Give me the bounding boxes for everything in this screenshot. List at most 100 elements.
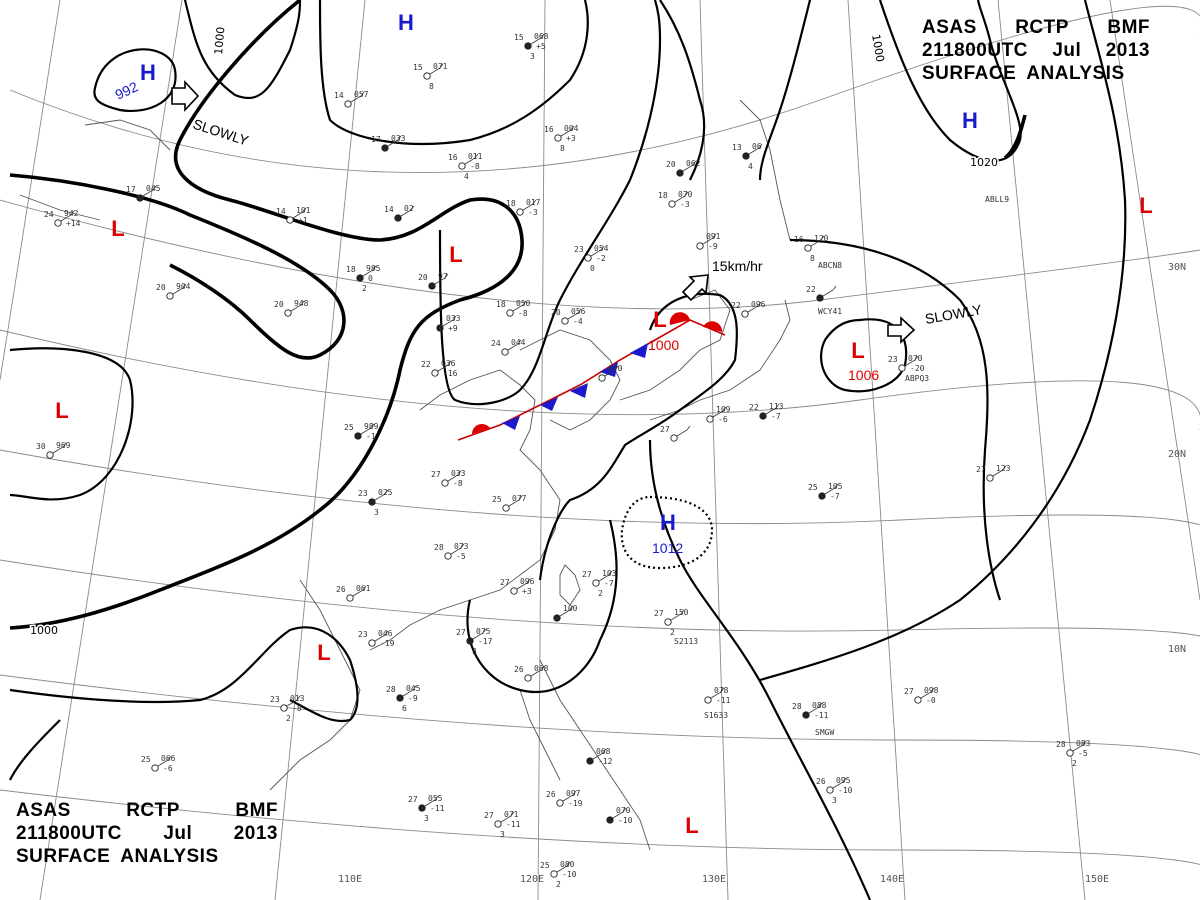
chart-title-top: ASAS RCTP BMF 211800UTC Jul 2013 SURFACE ANALYS… [922, 16, 1150, 85]
low-pressure-center: L [111, 216, 124, 241]
station-extra: 8 [560, 144, 565, 153]
cold-front-triangle [540, 397, 558, 411]
station-extra: 6 [402, 704, 407, 713]
pressure-center-value: 1012 [652, 540, 683, 556]
wind-barb-icon [562, 790, 577, 802]
station-pressure: 062 [686, 159, 701, 168]
wind-barb-icon [676, 425, 691, 437]
wind-barb-icon [674, 191, 689, 203]
station-tendency: -8 [453, 479, 463, 488]
station-plot: 28 073-5 [434, 542, 469, 561]
station-circle-icon [368, 498, 376, 506]
station-temperature: 27 [431, 470, 441, 479]
station-tendency: -11 [716, 696, 731, 705]
station-extra: 4 [464, 172, 469, 181]
station-extra: 2 [286, 714, 291, 723]
station-plot: 26 097-19 [546, 789, 583, 808]
station-circle-icon [1066, 749, 1074, 757]
station-plot: 27 [660, 425, 691, 442]
title-word: ASAS [922, 17, 977, 38]
warm-front-semicircle [703, 321, 723, 332]
stationary-front [457, 312, 726, 441]
station-circle-icon [458, 162, 466, 170]
station-tendency: -11 [506, 820, 521, 829]
title-line: 211800UTC Jul 2013 [922, 39, 1150, 62]
station-extra: 3 [500, 830, 505, 839]
station-tendency: -9 [708, 242, 718, 251]
station-tendency: -10 [562, 870, 577, 879]
station-plot: 23 070-20 [888, 354, 925, 373]
station-plot: 28 083-52 [1056, 739, 1091, 768]
station-plot: 20 948 [274, 299, 309, 317]
cold-front-triangle [600, 362, 618, 377]
station-tendency: -20 [910, 364, 925, 373]
wind-barb-icon [464, 153, 479, 165]
longitude-label: 110E [338, 874, 362, 885]
longitude-label: 130E [702, 874, 726, 885]
station-extra: 0 [590, 264, 595, 273]
station-circle-icon [816, 294, 824, 302]
station-pressure: 103 [602, 569, 617, 578]
station-tendency: -6 [163, 764, 173, 773]
station-pressure: 056 [571, 307, 586, 316]
station-extra: 3 [424, 814, 429, 823]
station-temperature: 22 [806, 285, 816, 294]
pressure-center-value: 1000 [648, 337, 679, 353]
title-word: SURFACE [922, 63, 1017, 84]
station-pressure: 969 [56, 441, 71, 450]
station-extra: 2 [556, 880, 561, 889]
title-line: ASAS RCTP BMF [922, 16, 1150, 39]
station-pressure: 004 [564, 124, 579, 133]
station-tendency: -3 [528, 208, 538, 217]
station-pressure: 046 [378, 629, 393, 638]
station-temperature: 15 [413, 63, 423, 72]
title-word: ASAS [16, 800, 71, 821]
station-circle-icon [394, 214, 402, 222]
title-word: BMF [235, 800, 278, 821]
station-pressure: 066 [161, 754, 176, 763]
station-circle-icon [804, 244, 812, 252]
station-plot: 18 050-8 [496, 299, 531, 318]
station-circle-icon [506, 309, 514, 317]
title-word: BMF [1107, 17, 1150, 38]
station-temperature: 20 [666, 160, 676, 169]
station-pressure: 045 [406, 684, 421, 693]
high-pressure-center: H [398, 10, 414, 35]
title-line: ASAS RCTP BMF [16, 799, 278, 822]
station-pressure: 045 [146, 184, 161, 193]
station-plot: 15 068+53 [514, 32, 549, 61]
station-tendency: -7 [830, 492, 840, 501]
station-tendency: +3 [522, 587, 532, 596]
title-line: SURFACE ANALYSIS [16, 845, 278, 868]
station-pressure: 06 [752, 142, 762, 151]
station-temperature: 27 [456, 628, 466, 637]
station-circle-icon [344, 100, 352, 108]
station-plot: 18 017-3 [506, 198, 541, 217]
station-plot: 091-9 [696, 232, 721, 251]
station-plot: 22 036-16 [421, 359, 458, 378]
wind-barb-icon [747, 301, 762, 313]
wind-barb-icon [508, 495, 523, 507]
station-plot: 27 123 [976, 464, 1011, 482]
wind-barb-icon [712, 406, 727, 418]
station-plot: 16 004+38 [544, 124, 579, 153]
station-circle-icon [431, 369, 439, 377]
station-temperature: 27 [654, 609, 664, 618]
station-circle-icon [436, 324, 444, 332]
station-tendency: +14 [66, 219, 81, 228]
station-temperature: 28 [792, 702, 802, 711]
station-circle-icon [418, 804, 426, 812]
station-pressure: 033 [391, 134, 406, 143]
wind-barb-icon [290, 300, 305, 312]
title-line: 211800UTC Jul 2013 [16, 822, 278, 845]
longitude-label: 120E [520, 874, 544, 885]
station-circle-icon [396, 694, 404, 702]
station-tendency: -12 [598, 757, 613, 766]
station-plot: 27 103-72 [582, 569, 617, 598]
station-temperature: 20 [418, 273, 428, 282]
station-plot: 070 [598, 364, 623, 382]
station-temperature: 27 [976, 465, 986, 474]
wind-barb-icon [60, 210, 75, 222]
station-tendency: -8 [518, 309, 528, 318]
station-plot: 26 095-103 [816, 776, 853, 805]
